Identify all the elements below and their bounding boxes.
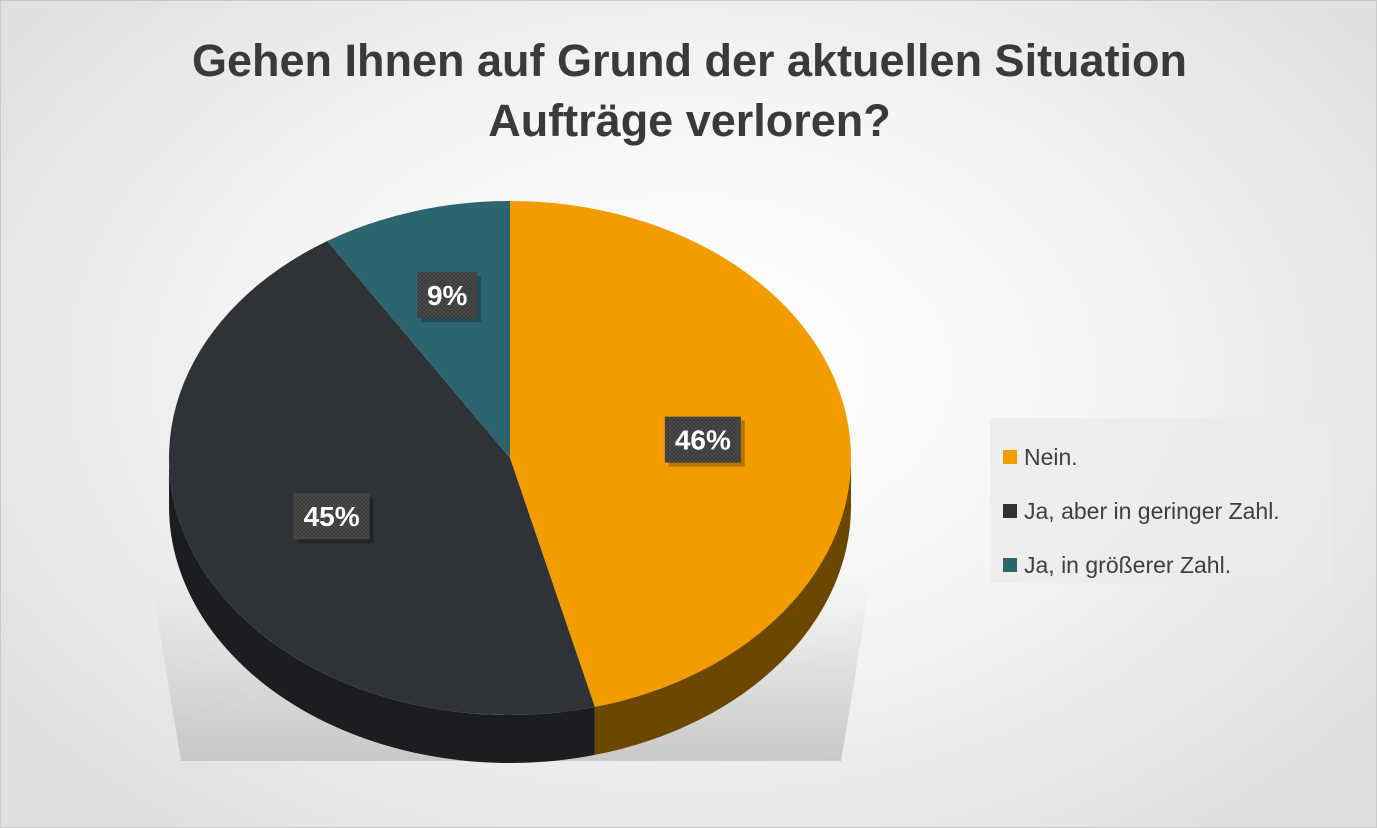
pie-tops — [169, 201, 851, 715]
data-label-text-2: 9% — [427, 280, 468, 311]
legend-label-2: Ja, in größerer Zahl. — [1024, 551, 1232, 578]
pie-slice-2[interactable] — [327, 201, 510, 458]
pie-slice-side-1 — [169, 458, 595, 763]
legend-swatch-2 — [1003, 558, 1017, 572]
pie-sides — [169, 458, 851, 763]
data-label-0: 46% — [664, 416, 745, 467]
chart-title-line-2: Aufträge verloren? — [488, 95, 891, 146]
data-label-2: 9% — [417, 272, 482, 323]
legend-swatch-0 — [1003, 450, 1017, 464]
legend: Nein. Ja, aber in geringer Zahl. Ja, in gr… — [990, 418, 1331, 583]
legend-swatch-1 — [1003, 504, 1017, 518]
data-label-1: 45% — [293, 493, 374, 544]
data-label-box-0 — [664, 416, 741, 463]
data-label-box-2 — [417, 272, 478, 319]
pie-data-labels: 46% 45% 9% — [293, 272, 745, 544]
legend-label-1: Ja, aber in geringer Zahl. — [1024, 497, 1280, 524]
pie-slice-side-0 — [594, 458, 851, 755]
chart-title: Gehen Ihnen auf Grund der aktuellen Situ… — [1, 31, 1376, 151]
legend-label-0: Nein. — [1024, 443, 1078, 470]
legend-item-0[interactable]: Nein. — [1003, 430, 1331, 484]
legend-item-2[interactable]: Ja, in größerer Zahl. — [1003, 538, 1331, 592]
chart-title-line-1: Gehen Ihnen auf Grund der aktuellen Situ… — [191, 35, 1188, 86]
data-label-text-0: 46% — [675, 425, 731, 456]
data-label-box-1 — [293, 493, 370, 540]
legend-item-1[interactable]: Ja, aber in geringer Zahl. — [1003, 484, 1331, 538]
data-label-text-1: 45% — [304, 501, 360, 532]
pie-slice-1[interactable] — [169, 241, 595, 715]
